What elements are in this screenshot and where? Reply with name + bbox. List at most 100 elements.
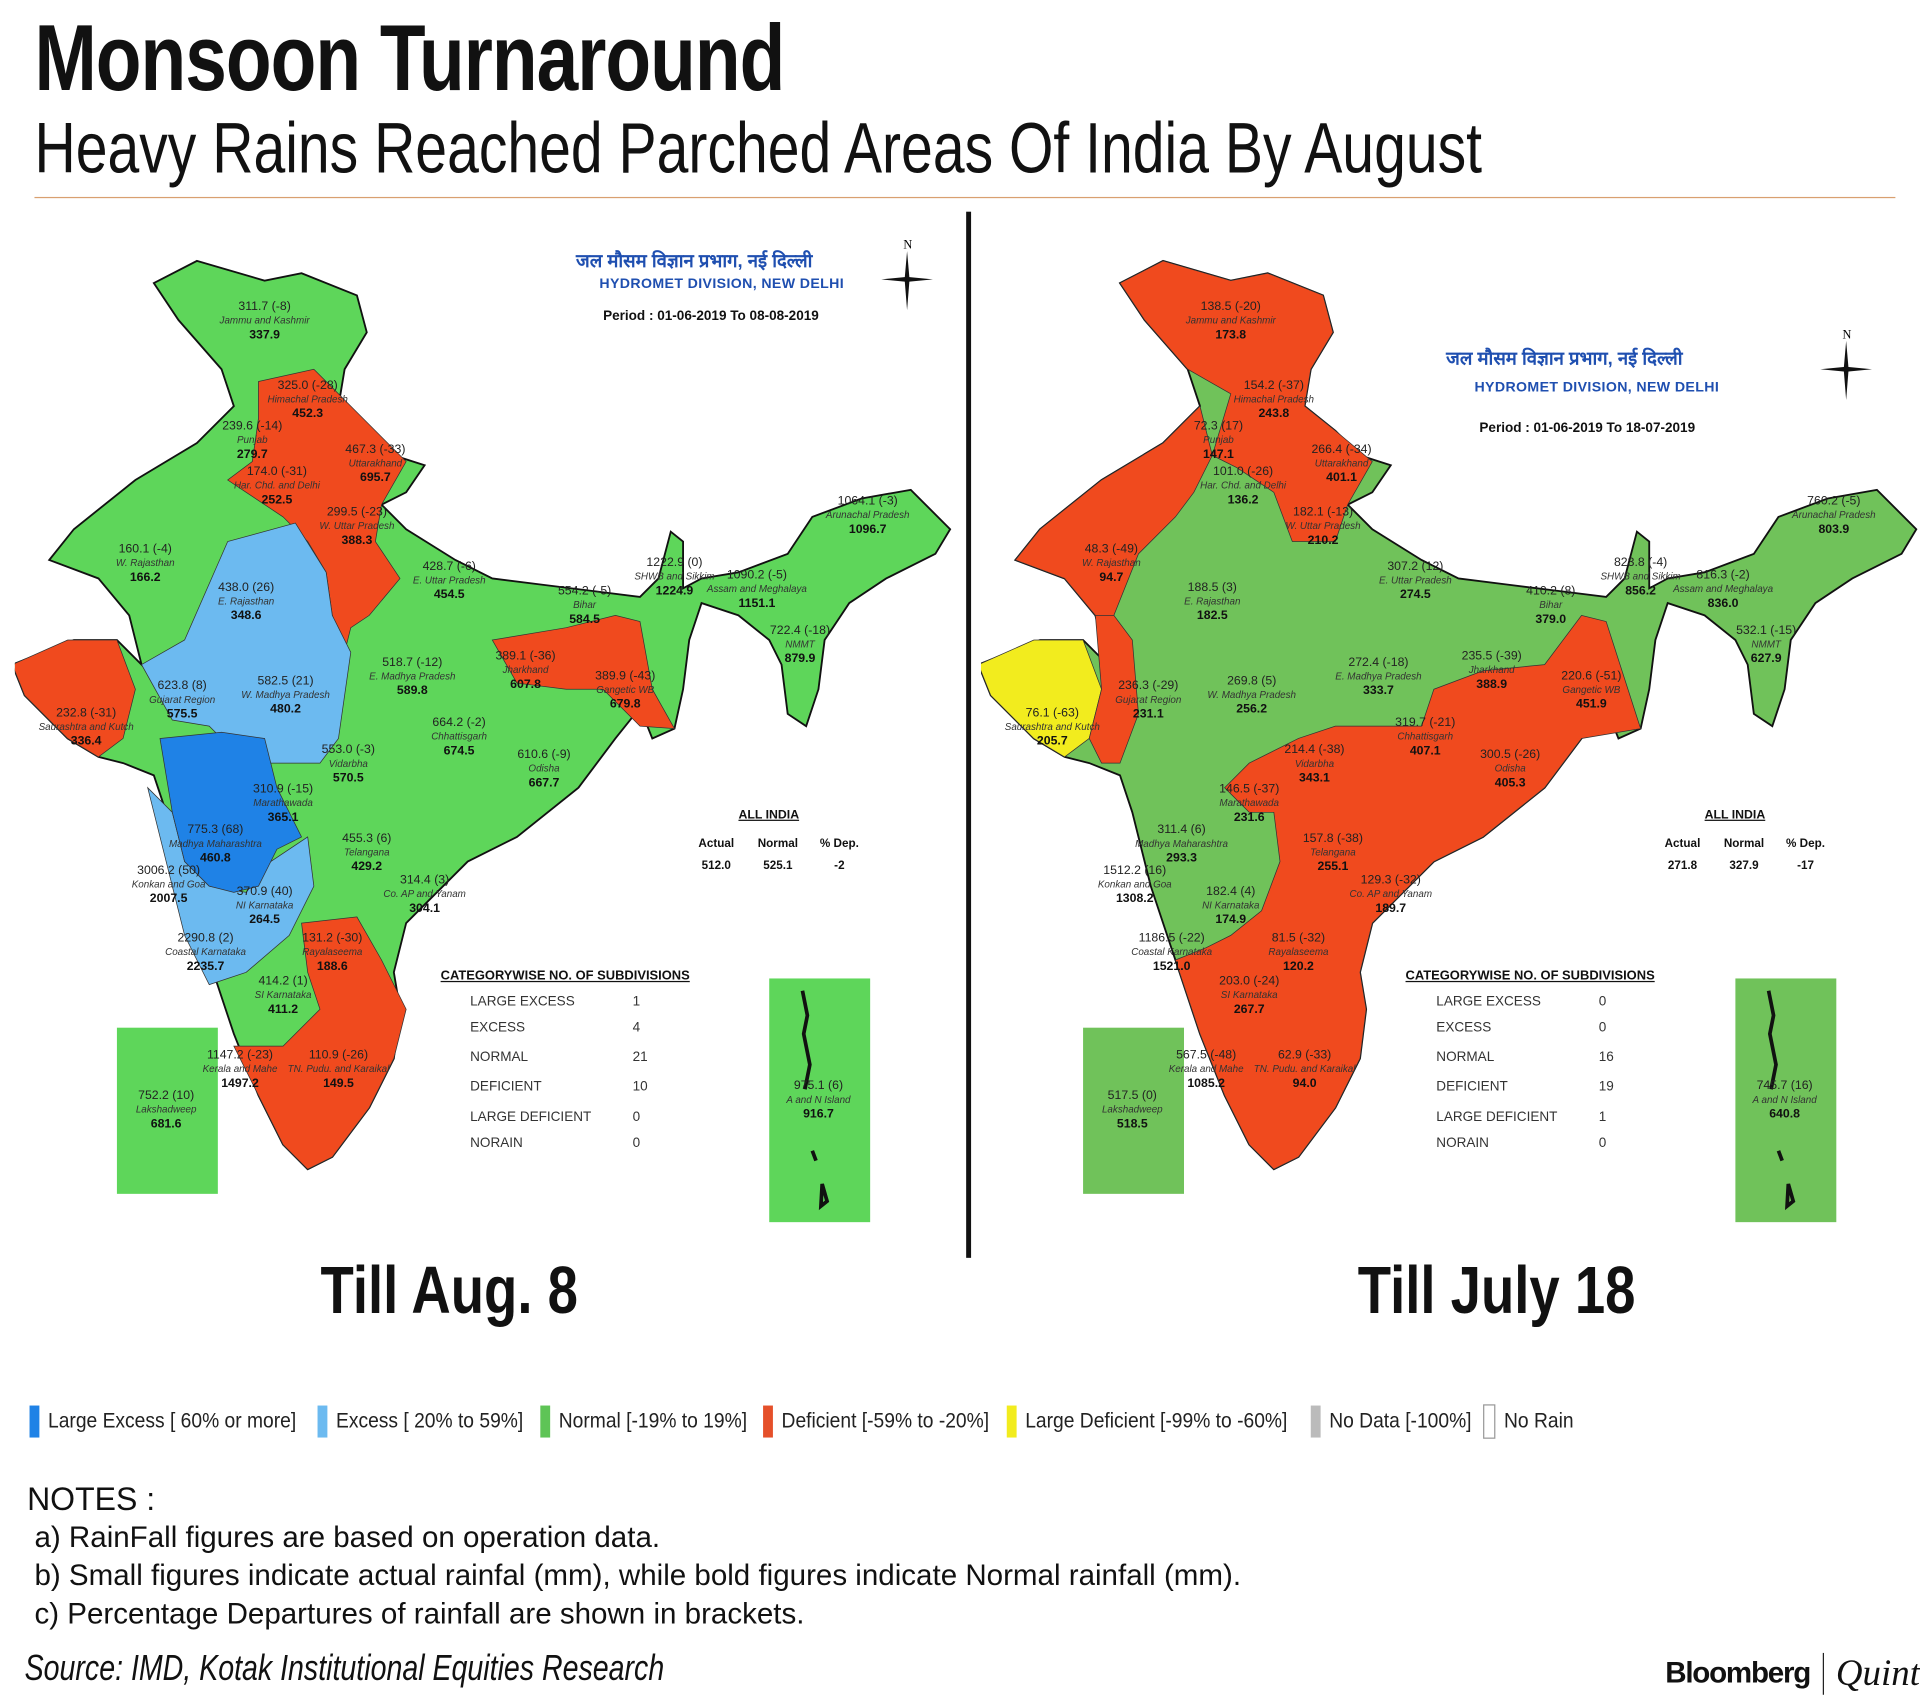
normal-rainfall: 188.6: [317, 959, 348, 973]
map-aug-8: 311.7 (-8) Jammu and Kashmir 337.9 325.0 (-…: [14, 234, 957, 1225]
lakshadweep-inset: [1083, 1027, 1185, 1194]
svg-text:N: N: [1842, 327, 1851, 341]
normal-rainfall: 1308.2: [1116, 891, 1154, 905]
actual-rainfall: 101.0 (-26): [1213, 464, 1273, 478]
title-divider: [34, 196, 1896, 199]
normal-rainfall: 460.8: [200, 851, 231, 865]
legend-item: Deficient [-59% to -20%]: [762, 1405, 997, 1438]
col-actual: Actual: [1664, 836, 1701, 851]
actual-rainfall: 81.5 (-32): [1272, 931, 1325, 945]
actual-rainfall: 745.7 (16): [1757, 1078, 1813, 1092]
normal-rainfall: 365.1: [268, 810, 299, 824]
category-label: DEFICIENT: [1436, 1079, 1508, 1095]
col-dep: % Dep.: [1786, 836, 1826, 851]
actual-rainfall: 239.6 (-14): [222, 419, 282, 433]
actual-rainfall: 235.5 (-39): [1462, 649, 1522, 663]
normal-rainfall: 231.1: [1133, 707, 1164, 721]
region-large-excess: [159, 731, 303, 893]
division-name: HYDROMET DIVISION, NEW DELHI: [599, 276, 845, 292]
actual-rainfall: 214.4 (-38): [1284, 742, 1344, 756]
subdivision-name: Punjab: [1203, 435, 1234, 446]
actual-rainfall: 160.1 (-4): [119, 542, 172, 556]
andaman-nicobar-inset: [769, 978, 871, 1223]
normal-rainfall: 401.1: [1326, 470, 1357, 484]
subdivision-name: Telangana: [344, 847, 390, 858]
normal-rainfall: 695.7: [360, 470, 391, 484]
subdivision-name: Telangana: [1310, 847, 1356, 858]
normal-rainfall: 274.5: [1400, 587, 1431, 601]
category-count: 4: [632, 1020, 641, 1036]
actual-rainfall: 455.3 (6): [342, 831, 391, 845]
category-title: CATEGORYWISE NO. OF SUBDIVISIONS: [440, 968, 690, 984]
brand-logo: Bloomberg Quint: [1665, 1652, 1920, 1695]
subdivision-name: Himachal Pradesh: [1234, 394, 1315, 405]
actual-rainfall: 553.0 (-3): [322, 742, 375, 756]
normal-rainfall: 379.0: [1535, 612, 1566, 626]
region-deficient: [14, 639, 136, 758]
subdivision-name: E. Uttar Pradesh: [413, 575, 486, 586]
subdivision-name: Assam and Meghalaya: [706, 584, 808, 595]
normal-rainfall: 279.7: [237, 447, 268, 461]
lakshadweep-inset: [116, 1027, 218, 1194]
subdivision-name: NI Karnataka: [236, 900, 294, 911]
subdivision-name: Gujarat Region: [149, 695, 216, 706]
actual-rainfall: 438.0 (26): [218, 580, 274, 594]
normal-rainfall: 451.9: [1576, 697, 1607, 711]
actual-rainfall: 110.9 (-26): [309, 1047, 368, 1061]
legend-item: No Rain: [1483, 1404, 1574, 1439]
actual-rainfall: 62.9 (-33): [1278, 1047, 1331, 1061]
legend-label: Deficient [-59% to -20%]: [781, 1409, 989, 1433]
caption-july-18: Till July 18: [1357, 1254, 1636, 1329]
actual-rainfall: 582.5 (21): [258, 673, 314, 687]
legend-swatch: [1310, 1405, 1321, 1438]
subdivision-name: E. Madhya Pradesh: [1335, 671, 1422, 682]
normal-rainfall: 607.8: [510, 677, 541, 691]
category-count: 0: [1598, 1020, 1607, 1036]
normal-rainfall: 589.8: [397, 683, 428, 697]
subdivision-name: Madhya Maharashtra: [169, 839, 262, 850]
normal-rainfall: 210.2: [1308, 533, 1339, 547]
island-outline: [800, 990, 830, 1211]
subdivision-name: SI Karnataka: [255, 990, 312, 1001]
normal-rainfall: 1151.1: [738, 596, 775, 610]
subdivision-name: Konkan and Goa: [1098, 879, 1172, 890]
legend-label: Large Excess [ 60% or more]: [48, 1409, 297, 1433]
category-count: 1: [1598, 1110, 1607, 1125]
actual-rainfall: 722.4 (-18): [770, 623, 830, 637]
subdivision-name: Jharkhand: [502, 665, 549, 676]
actual-rainfall: 517.5 (0): [1108, 1088, 1157, 1102]
normal-rainfall: 336.4: [71, 734, 102, 748]
normal-rainfall: 267.7: [1234, 1002, 1265, 1016]
normal-rainfall: 293.3: [1166, 851, 1197, 865]
subdivision-name: W. Rajasthan: [116, 558, 175, 569]
hindi-department-name: जल मौसम विज्ञान प्रभाग, नई दिल्ली: [576, 251, 813, 273]
normal-rainfall: 916.7: [803, 1107, 834, 1121]
actual-rainfall: 1186.5 (-22): [1139, 931, 1205, 945]
subdivision-name: Punjab: [237, 435, 268, 446]
region-excess: [141, 522, 352, 764]
normal-rainfall: 1085.2: [1187, 1076, 1225, 1090]
normal-rainfall: 429.2: [351, 859, 382, 873]
actual-rainfall: 823.8 (-4): [1614, 555, 1667, 569]
subdivision-name: Odisha: [1495, 764, 1527, 775]
col-normal: Normal: [757, 836, 798, 851]
actual-rainfall: 272.4 (-18): [1348, 655, 1408, 669]
category-label: DEFICIENT: [470, 1079, 542, 1095]
